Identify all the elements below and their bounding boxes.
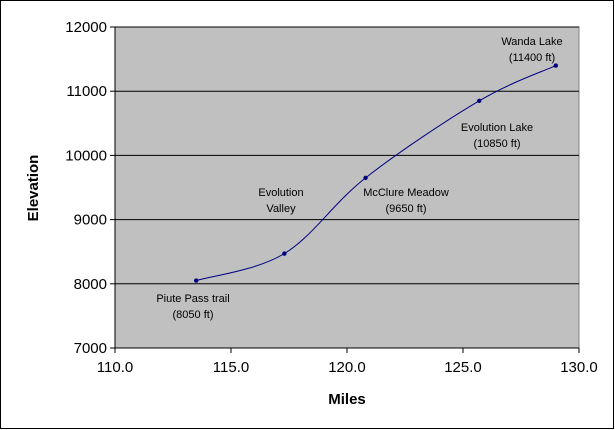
data-point: [363, 175, 368, 181]
annotation-label: McClure Meadow: [363, 187, 449, 199]
x-tick-label: 130.0: [560, 359, 598, 376]
annotation-label: Piute Pass trail: [156, 293, 229, 305]
gridlines: [115, 26, 579, 285]
axes: 7000 8000 9000 10000 11000 12000 110.0 115.0 120…: [65, 19, 597, 376]
y-tick-label: 10000: [65, 147, 107, 164]
annotation-label: Evolution: [258, 187, 303, 199]
x-tick-label: 110.0: [97, 359, 133, 376]
y-tick-label: 12000: [65, 19, 107, 36]
series: [194, 63, 558, 283]
y-tick-label: 11000: [66, 83, 107, 100]
y-axis-title: Elevation: [25, 155, 42, 222]
data-point: [194, 278, 199, 283]
data-point: [282, 251, 287, 256]
x-tick-label: 115.0: [213, 359, 249, 376]
y-tick-label: 7000: [74, 340, 107, 357]
annotation-label: (11400 ft): [509, 52, 555, 64]
y-tick-label: 8000: [74, 276, 107, 293]
x-axis-title: Miles: [328, 391, 366, 408]
annotation-label: (9650 ft): [386, 203, 427, 215]
x-tick-label: 120.0: [328, 359, 366, 376]
annotation-label: (8050 ft): [173, 309, 214, 321]
annotation-label: (10850 ft): [473, 138, 520, 150]
data-point: [553, 63, 558, 68]
annotation-label: Wanda Lake: [501, 36, 562, 48]
data-point: [477, 98, 482, 104]
annotation-label: Valley: [266, 203, 296, 215]
y-tick-label: 9000: [74, 212, 107, 229]
annotation-label: Evolution Lake: [461, 122, 533, 134]
x-tick-label: 125.0: [444, 359, 482, 376]
annotations: Piute Pass trail (8050 ft) Evolution Valley…: [156, 36, 562, 321]
plot-area: [114, 26, 580, 349]
